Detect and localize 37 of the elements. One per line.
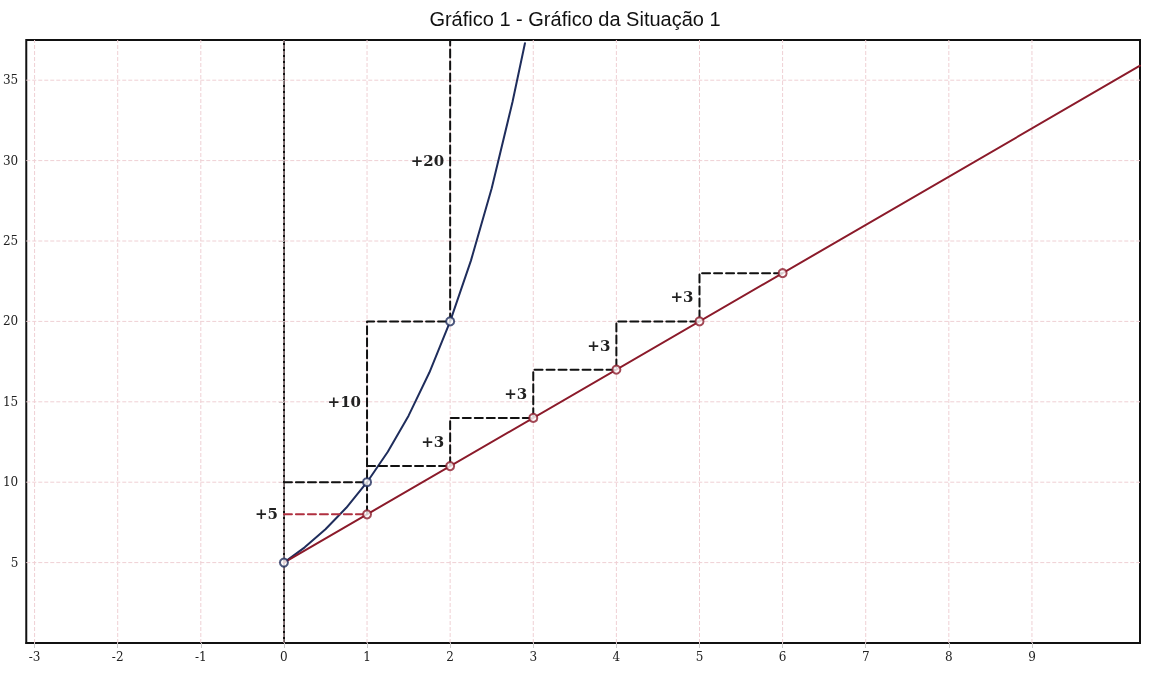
point (278, 557, 289, 568)
annotation: +3 (587, 336, 611, 355)
annotation: +20 (410, 151, 445, 170)
x-tick-label: -3 (28, 650, 41, 664)
point (528, 412, 539, 423)
x-tick-label: 8 (945, 650, 953, 664)
point (777, 268, 788, 279)
x-tick-label: 2 (446, 650, 454, 664)
annotation: +3 (421, 433, 445, 451)
x-tick-label: 6 (778, 650, 787, 664)
point (362, 477, 373, 488)
x-tick-label: 9 (1028, 650, 1036, 664)
x-tick-label: 1 (363, 650, 371, 664)
annotation: +10 (327, 392, 362, 411)
chart-title: Gráfico 1 - Gráfico da Situação 1 (429, 8, 721, 30)
point (611, 364, 622, 375)
point (445, 316, 456, 327)
x-tick-label: 5 (695, 650, 704, 664)
x-tick-label: 7 (861, 650, 870, 664)
y-tick-label: 5 (10, 555, 19, 570)
annotation: +3 (670, 288, 694, 307)
y-tick-label: 25 (2, 234, 19, 248)
y-tick-label: 15 (2, 394, 19, 409)
point (694, 316, 705, 327)
point (362, 509, 373, 520)
point (445, 461, 456, 472)
x-tick-label: 3 (529, 650, 538, 664)
y-tick-label: 30 (2, 153, 19, 168)
annotation: +5 (254, 505, 278, 524)
annotation: +3 (504, 384, 528, 403)
y-tick-label: 20 (2, 314, 19, 329)
y-tick-label: 10 (2, 475, 19, 490)
x-tick-label: -2 (111, 650, 124, 664)
x-tick-label: 0 (280, 650, 288, 664)
y-tick-label: 35 (2, 73, 19, 88)
x-tick-label: 4 (612, 650, 621, 664)
x-tick-label: -1 (194, 650, 207, 664)
